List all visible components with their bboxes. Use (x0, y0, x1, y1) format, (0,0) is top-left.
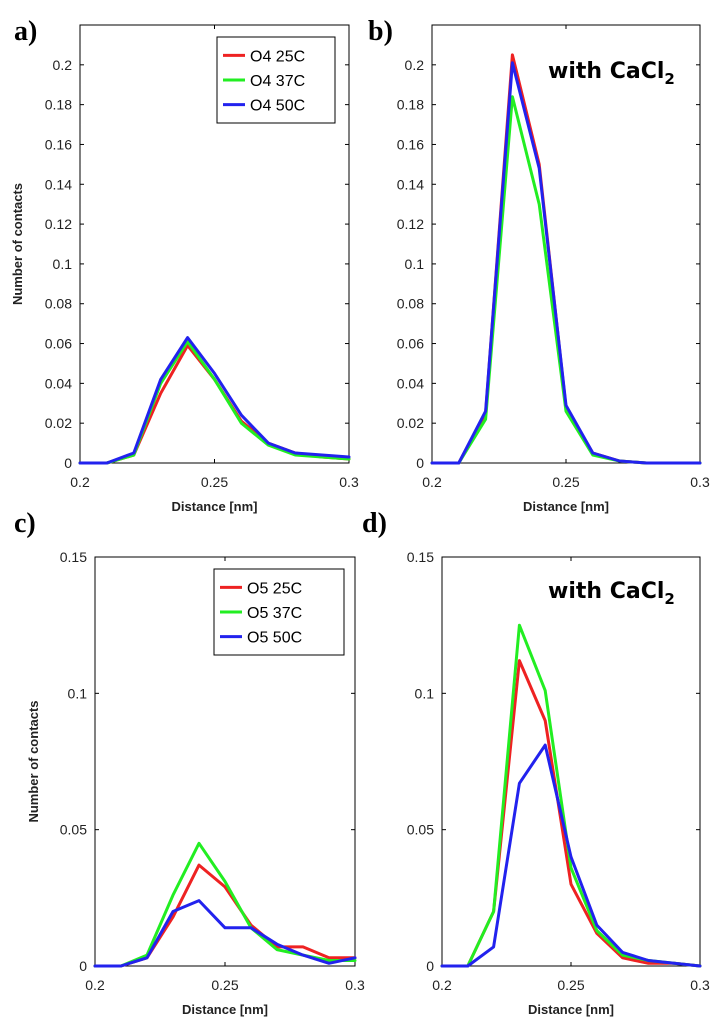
y-tick-label: 0.1 (405, 256, 425, 272)
chart-panel-1: a) 0 0.02 0.04 0.06 0.08 0.1 0.12 0.14 0.16 0.18 0.… (10, 16, 359, 514)
y-tick-label: 0.02 (45, 415, 72, 431)
series-line-2 (440, 623, 702, 968)
y-tick-label: 0.2 (405, 57, 425, 73)
y-tick-label: 0.02 (397, 415, 424, 431)
y-tick-label: 0 (64, 455, 72, 471)
x-tick-label: 0.25 (557, 977, 584, 993)
legend: O5 25C O5 37C O5 50C (213, 568, 345, 656)
x-tick-label: 0.3 (345, 977, 365, 993)
y-tick-label: 0.06 (45, 336, 72, 352)
x-tick-label: 0.25 (552, 474, 579, 490)
chart-panel-4: d) 0 0.05 0.1 0.15 0.2 0.25 0.3 Distance [nm] wit… (362, 508, 710, 1017)
annotation-text: with CaCl2 (548, 579, 675, 608)
series-line-1 (78, 344, 351, 465)
legend-entry: O5 50C (247, 630, 302, 647)
legend-entry: O4 37C (250, 73, 305, 90)
y-tick-label: 0.1 (415, 685, 435, 701)
x-tick-label: 0.25 (211, 977, 238, 993)
y-tick-label: 0 (79, 958, 87, 974)
y-tick-label: 0.18 (45, 97, 72, 113)
legend-entry: O5 25C (247, 580, 302, 597)
y-axis-label: Number of contacts (10, 183, 25, 305)
x-tick-label: 0.3 (690, 474, 710, 490)
x-tick-label: 0.2 (432, 977, 452, 993)
x-tick-label: 0.25 (201, 474, 228, 490)
y-axis-label: Number of contacts (26, 700, 41, 822)
x-tick-label: 0.2 (70, 474, 90, 490)
y-tick-label: 0.15 (60, 549, 87, 565)
x-tick-label: 0.2 (422, 474, 442, 490)
y-tick-label: 0.05 (407, 822, 434, 838)
series-line-3 (430, 61, 702, 465)
axes-box (441, 556, 701, 967)
panel-label: b) (368, 16, 393, 47)
x-tick-label: 0.3 (690, 977, 710, 993)
x-axis-label: Distance [nm] (172, 499, 258, 514)
y-tick-label: 0 (426, 958, 434, 974)
y-tick-label: 0.04 (45, 375, 72, 391)
y-tick-label: 0.1 (68, 685, 88, 701)
legend-entry: O5 37C (247, 605, 302, 622)
y-tick-label: 0.1 (53, 256, 73, 272)
legend: O4 25C O4 37C O4 50C (216, 36, 336, 124)
legend-entry: O4 25C (250, 48, 305, 65)
panel-label: c) (14, 508, 36, 539)
y-tick-label: 0.04 (397, 375, 424, 391)
series-line-2 (78, 340, 351, 465)
series-line-2 (93, 841, 357, 968)
y-tick-label: 0.2 (53, 57, 73, 73)
x-axis-label: Distance [nm] (528, 1002, 614, 1017)
panel-label: d) (362, 508, 387, 539)
y-tick-label: 0.05 (60, 822, 87, 838)
y-tick-label: 0.14 (397, 176, 424, 192)
y-tick-label: 0.18 (397, 97, 424, 113)
series-line-3 (93, 899, 357, 968)
x-tick-label: 0.2 (85, 977, 105, 993)
y-tick-label: 0 (416, 455, 424, 471)
y-tick-label: 0.06 (397, 336, 424, 352)
chart-panel-2: b) 0 0.02 0.04 0.06 0.08 0.1 0.12 0.14 0.16 0.18 0.… (368, 16, 710, 514)
legend-entry: O4 50C (250, 98, 305, 115)
y-tick-label: 0.16 (45, 136, 72, 152)
chart-panel-3: c) 0 0.05 0.1 0.15 0.2 0.25 0.3 Distance [nm] Num… (14, 508, 365, 1017)
series-line-3 (440, 743, 702, 968)
series-line-1 (440, 659, 702, 968)
y-tick-label: 0.15 (407, 549, 434, 565)
y-tick-label: 0.16 (397, 136, 424, 152)
annotation-text: with CaCl2 (548, 59, 675, 88)
y-tick-label: 0.12 (45, 216, 72, 232)
y-tick-label: 0.12 (397, 216, 424, 232)
x-tick-label: 0.3 (339, 474, 359, 490)
x-axis-label: Distance [nm] (523, 499, 609, 514)
panel-label: a) (14, 16, 37, 47)
y-tick-label: 0.08 (45, 296, 72, 312)
series-line-3 (78, 336, 351, 465)
y-tick-label: 0.08 (397, 296, 424, 312)
x-axis-label: Distance [nm] (182, 1002, 268, 1017)
y-tick-label: 0.14 (45, 176, 72, 192)
